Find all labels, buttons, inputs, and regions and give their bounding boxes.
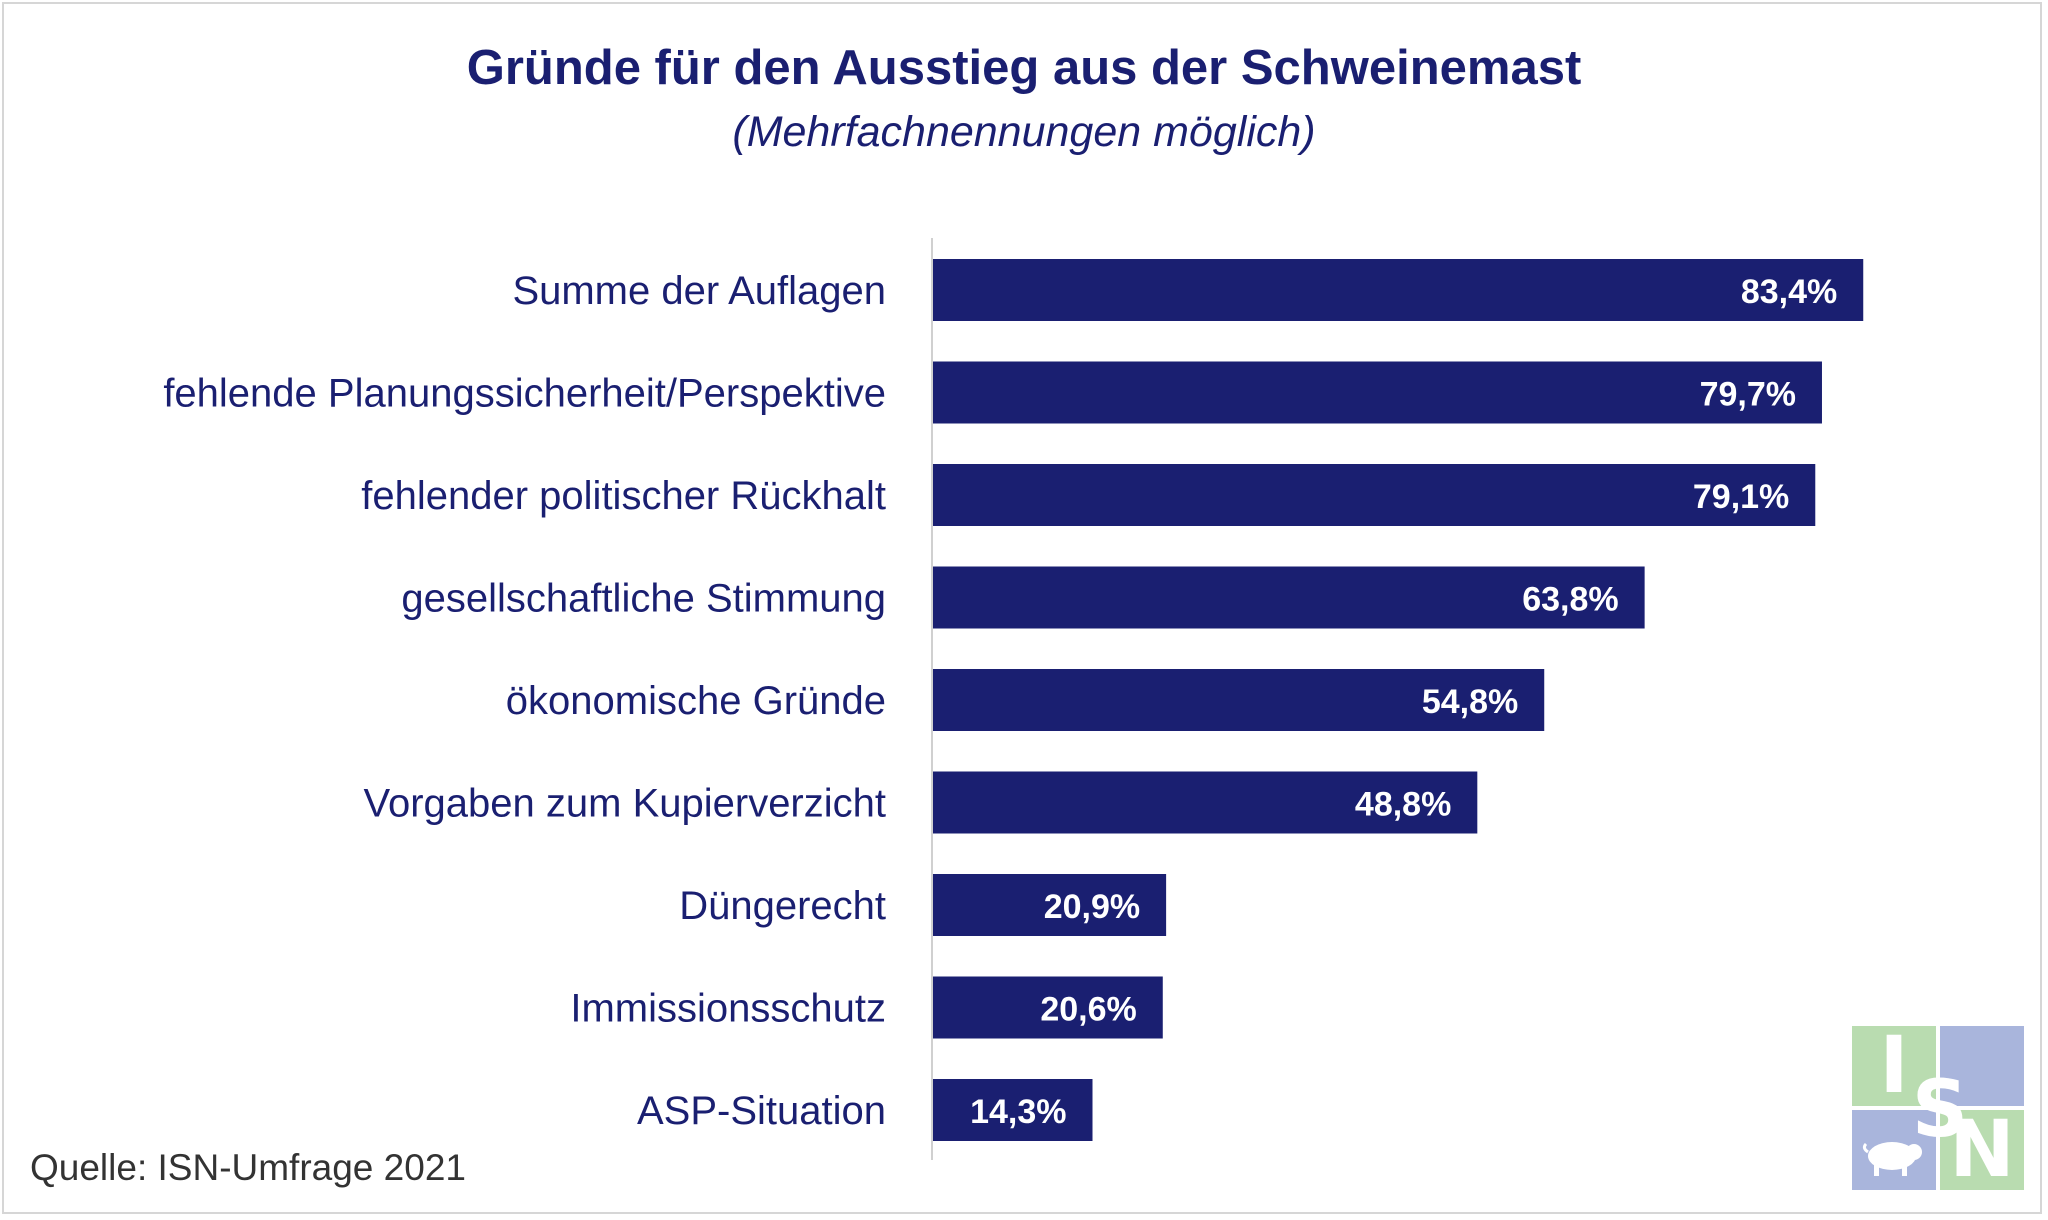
logo-cell-bottom-left [1852, 1110, 1936, 1190]
value-label-7: 20,6% [1040, 991, 1136, 1029]
bar-5 [933, 771, 1478, 834]
logo-letter-n: N [1949, 1105, 2015, 1195]
value-label-0: 83,4% [1741, 273, 1837, 311]
bar-6 [933, 874, 1167, 936]
chart-title: Gründe für den Ausstieg aus der Schweine… [466, 41, 1582, 95]
value-label-3: 63,8% [1522, 581, 1618, 619]
category-label-3: gesellschaftliche Stimmung [401, 577, 886, 621]
bar-4 [933, 669, 1545, 731]
logo-cell-i: I [1852, 1026, 1936, 1106]
bar-3 [933, 566, 1645, 629]
bar-1 [933, 361, 1822, 424]
value-label-1: 79,7% [1700, 376, 1796, 414]
source-note: Quelle: ISN-Umfrage 2021 [30, 1147, 466, 1188]
category-label-2: fehlender politischer Rückhalt [361, 474, 886, 518]
chart-subtitle: (Mehrfachnennungen möglich) [732, 108, 1316, 156]
category-label-6: Düngerecht [679, 884, 886, 928]
category-label-8: ASP-Situation [637, 1089, 886, 1133]
category-label-1: fehlende Planungssicherheit/Perspektive [163, 372, 886, 416]
pig-icon [1862, 1142, 1922, 1176]
value-label-8: 14,3% [970, 1093, 1066, 1131]
bar-7 [933, 976, 1163, 1039]
logo-cell-n: N [1940, 1110, 2024, 1190]
category-label-4: ökonomische Gründe [506, 679, 886, 723]
logo-letter-s: S [1911, 1065, 1969, 1155]
category-label-5: Vorgaben zum Kupierverzicht [364, 782, 887, 826]
bar-0 [933, 259, 1864, 321]
bar-8 [933, 1079, 1093, 1141]
category-label-0: Summe der Auflagen [512, 269, 886, 313]
logo-cell-top-right [1940, 1026, 2024, 1106]
bar-2 [933, 464, 1816, 526]
logo-cell-s: S [1898, 1070, 1982, 1150]
isn-logo: I S N [1852, 1026, 2026, 1192]
value-label-2: 79,1% [1693, 478, 1789, 516]
logo-letter-i: I [1879, 1021, 1909, 1111]
value-label-4: 54,8% [1422, 683, 1518, 721]
category-label-7: Immissionsschutz [570, 987, 886, 1031]
value-label-5: 48,8% [1355, 786, 1451, 824]
value-label-6: 20,9% [1044, 888, 1140, 926]
